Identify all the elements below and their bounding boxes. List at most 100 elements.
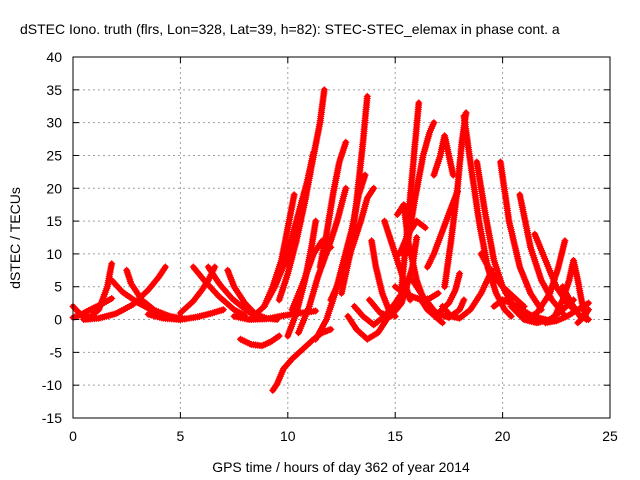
series-6-point-2 (180, 306, 188, 314)
series-6-point-28 (211, 263, 219, 271)
series-28-point-10 (408, 293, 416, 301)
series-15 (275, 86, 328, 304)
series-41 (477, 250, 528, 310)
series-43 (497, 158, 545, 314)
series-30-point-22 (420, 222, 428, 230)
series-52-point-8 (583, 307, 591, 315)
series-14-point-42 (327, 325, 335, 333)
y-tick-labels: -15 -10 -5 0 5 10 15 20 25 30 35 40 (42, 49, 62, 426)
series-14-point-16 (285, 358, 293, 366)
x-tick-label-4: 20 (495, 428, 511, 444)
series-42-point-6 (500, 297, 508, 304)
y-tick-label-6: 15 (46, 213, 62, 229)
series-37-point-2 (441, 306, 449, 314)
series-14-point-15 (284, 360, 292, 368)
series-2-point-48 (160, 265, 168, 273)
y-tick-label-8: 25 (46, 147, 62, 163)
series-6-point-0 (176, 309, 184, 317)
series-10-point-38 (312, 307, 320, 315)
series-8-trail (205, 264, 259, 320)
series-8-point-18 (227, 293, 235, 301)
series-12-point-1 (251, 311, 259, 319)
series-52-point-9 (585, 306, 592, 314)
y-tick-label-2: -5 (50, 344, 63, 360)
series-0-point-39 (108, 260, 116, 268)
series-32-point-63 (430, 119, 438, 127)
series-1 (69, 295, 116, 322)
series-28-point-24 (434, 289, 442, 297)
series-18-point-71 (342, 184, 350, 192)
y-tick-label-3: 0 (54, 312, 62, 328)
series-6-point-4 (183, 303, 191, 311)
series-39-point-98 (506, 311, 514, 319)
series-6-point-6 (186, 300, 194, 308)
series-5-point-38 (219, 306, 227, 314)
series-1-point-4 (76, 311, 84, 319)
series-14-point-40 (323, 327, 331, 335)
series-42-point-5 (499, 296, 507, 304)
series-36 (430, 132, 457, 179)
series-28-point-6 (402, 290, 409, 298)
series-11-point-11 (258, 342, 266, 350)
y-tick-label-10: 35 (46, 82, 62, 98)
y-tick-label-0: -15 (42, 410, 62, 426)
series-24-point-5 (358, 311, 365, 319)
series-7 (189, 263, 249, 320)
x-tick-label-1: 5 (177, 428, 185, 444)
series-28-point-9 (407, 292, 415, 300)
series-15-point-102 (320, 86, 328, 94)
series-14-trail (270, 326, 334, 394)
series-52 (574, 306, 592, 327)
series-20 (316, 138, 350, 271)
x-axis-label: GPS time / hours of day 362 of year 2014 (212, 459, 470, 475)
series-11-point-14 (263, 339, 271, 347)
series-42-point-8 (504, 298, 512, 306)
series-22 (338, 92, 371, 297)
y-tick-label-7: 20 (46, 180, 62, 196)
y-tick-label-1: -10 (42, 377, 62, 393)
y-axis-label: dSTEC / TECUs (7, 187, 23, 289)
series-21-point-57 (370, 184, 378, 192)
series-8 (204, 263, 260, 320)
series-11-point-20 (274, 333, 281, 341)
series-6 (176, 263, 219, 317)
series-2-point-33 (141, 289, 149, 297)
series-14-point-29 (305, 340, 313, 347)
y-tick-label-4: 5 (54, 279, 62, 295)
y-tick-label-11: 40 (46, 49, 62, 65)
series-44-point-4 (513, 308, 521, 316)
series-14-point-17 (287, 357, 295, 365)
x-tick-label-0: 0 (69, 428, 77, 444)
chart-title: dSTEC Iono. truth (flrs, Lon=328, Lat=39… (20, 21, 560, 37)
series-14-point-12 (280, 365, 287, 373)
series-48-point-23 (585, 299, 592, 307)
x-tick-label-5: 25 (602, 428, 618, 444)
grid (73, 57, 610, 418)
plot-frame (72, 56, 611, 419)
series-6-point-1 (178, 308, 186, 315)
series-33-point-38 (460, 296, 468, 304)
series-16-point-57 (312, 217, 320, 225)
series-28-point-11 (410, 293, 418, 301)
series-28-point-12 (412, 294, 420, 302)
series-26-point-40 (391, 312, 399, 320)
series-51-point-22 (585, 316, 592, 323)
series-29-point-67 (439, 319, 446, 327)
series-11-point-13 (262, 340, 269, 348)
series-28-point-7 (403, 291, 411, 299)
series-29-point-66 (437, 318, 445, 325)
y-tick-label-9: 30 (46, 115, 62, 131)
series-44-point-0 (507, 302, 515, 310)
series-12-point-2 (253, 310, 260, 317)
series-25-point-54 (413, 234, 421, 241)
series-44-point-1 (509, 304, 517, 312)
series-6-point-3 (181, 305, 189, 313)
series-14-point-13 (281, 363, 289, 371)
series-22-point-93 (363, 92, 371, 100)
series-12-point-62 (290, 191, 298, 199)
x-tick-label-3: 15 (387, 428, 403, 444)
series-39-point-99 (507, 312, 515, 320)
series-24-point-4 (356, 309, 364, 317)
series-37 (439, 266, 496, 322)
